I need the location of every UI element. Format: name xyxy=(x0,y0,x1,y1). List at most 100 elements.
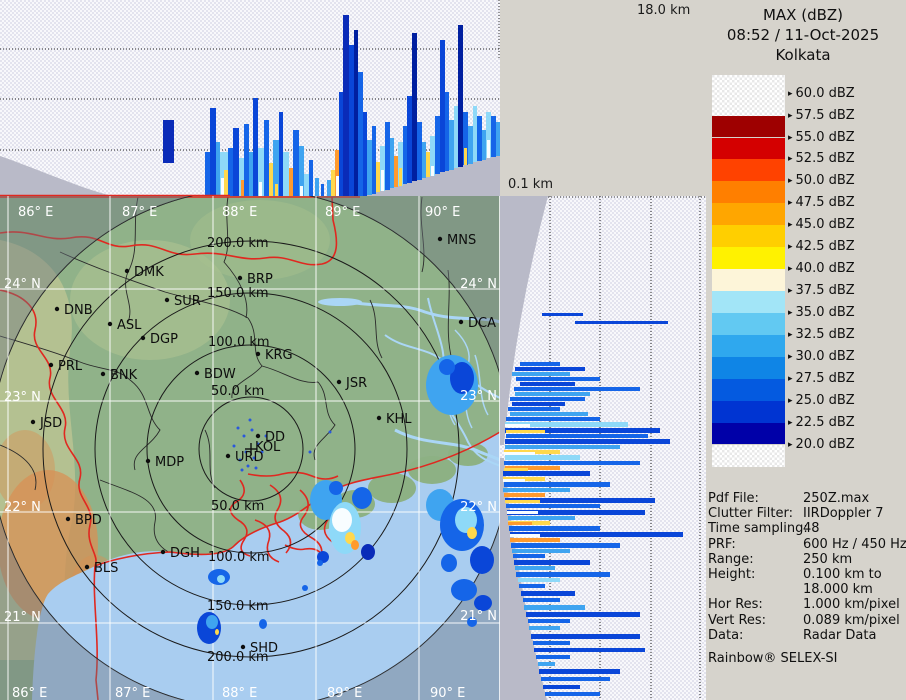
weather-echo xyxy=(351,540,359,550)
echo-bar xyxy=(510,534,540,537)
city-dot xyxy=(100,371,106,377)
clutter-speck xyxy=(232,444,236,448)
range-ring xyxy=(146,344,356,554)
echo-bar xyxy=(516,377,600,381)
echo-bar xyxy=(454,106,458,168)
latitude-label: 21° N xyxy=(4,610,41,625)
echo-bar xyxy=(398,142,403,186)
echo-bar xyxy=(575,321,668,324)
echo-bar xyxy=(504,482,610,487)
echo-bar xyxy=(253,98,258,196)
map-labels: 86° E 87° E 88° E 89° E 90° E 86° E 87° E 88° E… xyxy=(4,205,497,700)
echo-bar xyxy=(545,692,600,696)
echo-bar xyxy=(273,140,279,196)
city-label: JSD xyxy=(39,416,62,431)
info-value: 600 Hz / 450 Hz xyxy=(803,536,906,552)
echo-bar xyxy=(516,572,610,577)
latitude-label: 23° N xyxy=(4,390,41,405)
height-axis-min-label: 0.1 km xyxy=(508,177,553,192)
echo-bar xyxy=(505,455,580,460)
radar-map-panel: 86° E 87° E 88° E 89° E 90° E 86° E 87° E 88° E… xyxy=(0,188,512,700)
weather-echo xyxy=(206,615,218,629)
city-dot xyxy=(65,516,71,522)
city-dot xyxy=(164,297,170,303)
scale-band xyxy=(712,181,785,204)
info-label: Range: xyxy=(708,551,754,567)
echo-bar xyxy=(349,45,354,196)
scale-tick-label: ▸ 60.0 dBZ xyxy=(788,85,855,101)
echo-bar xyxy=(381,170,384,191)
tick-arrow-icon: ▸ xyxy=(788,351,793,362)
scale-band xyxy=(712,422,785,445)
info-row: Time sampling: 48 xyxy=(708,521,906,536)
center-clutter-specks xyxy=(232,418,332,472)
echo-bar xyxy=(269,163,273,196)
echo-bar xyxy=(468,126,473,164)
scale-band-overflow xyxy=(712,75,785,116)
echo-bar xyxy=(339,92,343,196)
lat-lon-grid xyxy=(0,196,500,700)
echo-bar xyxy=(509,526,600,531)
echo-bar xyxy=(376,162,380,192)
city-label: DD xyxy=(265,430,285,445)
scale-tick-label: ▸ 55.0 dBZ xyxy=(788,129,855,145)
echo-bar xyxy=(244,124,249,196)
longitude-label: 90° E xyxy=(430,686,465,700)
clutter-speck xyxy=(308,450,312,454)
tick-arrow-icon: ▸ xyxy=(788,132,793,143)
echo-bar xyxy=(331,170,335,196)
echo-bar xyxy=(430,136,435,176)
scale-tick-label: ▸ 42.5 dBZ xyxy=(788,239,855,255)
info-label: Data: xyxy=(708,627,744,643)
range-ring xyxy=(198,396,304,502)
echo-bar xyxy=(417,122,422,180)
city-dot xyxy=(194,370,200,376)
echo-bar xyxy=(504,493,545,497)
range-ring-label: 150.0 km xyxy=(207,286,269,301)
echo-bar xyxy=(518,578,560,582)
echo-bar xyxy=(528,619,570,623)
clutter-speck xyxy=(264,434,268,438)
weather-echo xyxy=(215,629,219,635)
city-label: DCA xyxy=(468,316,496,331)
echo-bar xyxy=(336,176,339,196)
scale-band xyxy=(712,225,785,248)
range-ring-label: 150.0 km xyxy=(207,599,269,614)
tick-arrow-icon: ▸ xyxy=(788,395,793,406)
range-ring xyxy=(94,292,408,606)
info-value: 0.100 km to xyxy=(803,567,882,583)
weather-echo xyxy=(455,507,477,533)
weather-echo xyxy=(451,579,477,601)
echo-bar xyxy=(514,560,590,565)
echo-bar xyxy=(343,15,349,196)
echo-bar xyxy=(515,367,585,371)
top-profile-echo-bars xyxy=(163,15,500,196)
city-dot xyxy=(376,415,382,421)
district-boundaries xyxy=(0,196,453,553)
echo-bar xyxy=(458,25,463,167)
info-row: Hor Res: 1.000 km/pixel xyxy=(708,597,906,612)
longitude-label: 86° E xyxy=(18,205,53,220)
echo-bar xyxy=(163,120,174,163)
echo-bar xyxy=(538,662,555,666)
clutter-speck xyxy=(328,430,332,434)
scale-band xyxy=(712,378,785,401)
city-label: DNB xyxy=(64,303,93,318)
range-ring-label: 50.0 km xyxy=(211,384,264,399)
info-row: Range: 250 km xyxy=(708,552,906,567)
city-dot xyxy=(48,362,54,368)
city-label: KRG xyxy=(265,348,293,363)
scale-band xyxy=(712,137,785,160)
echo-bar xyxy=(510,397,585,401)
info-label: Clutter Filter: xyxy=(708,506,793,522)
echo-bar xyxy=(531,634,640,639)
city-label: BRP xyxy=(247,272,273,287)
clutter-speck xyxy=(244,450,248,454)
city-dot xyxy=(160,549,166,555)
echo-bar xyxy=(412,33,417,181)
longitude-label: 90° E xyxy=(425,205,460,220)
echo-bar xyxy=(508,516,575,520)
weather-echo xyxy=(470,546,494,574)
echo-bar xyxy=(523,598,560,602)
